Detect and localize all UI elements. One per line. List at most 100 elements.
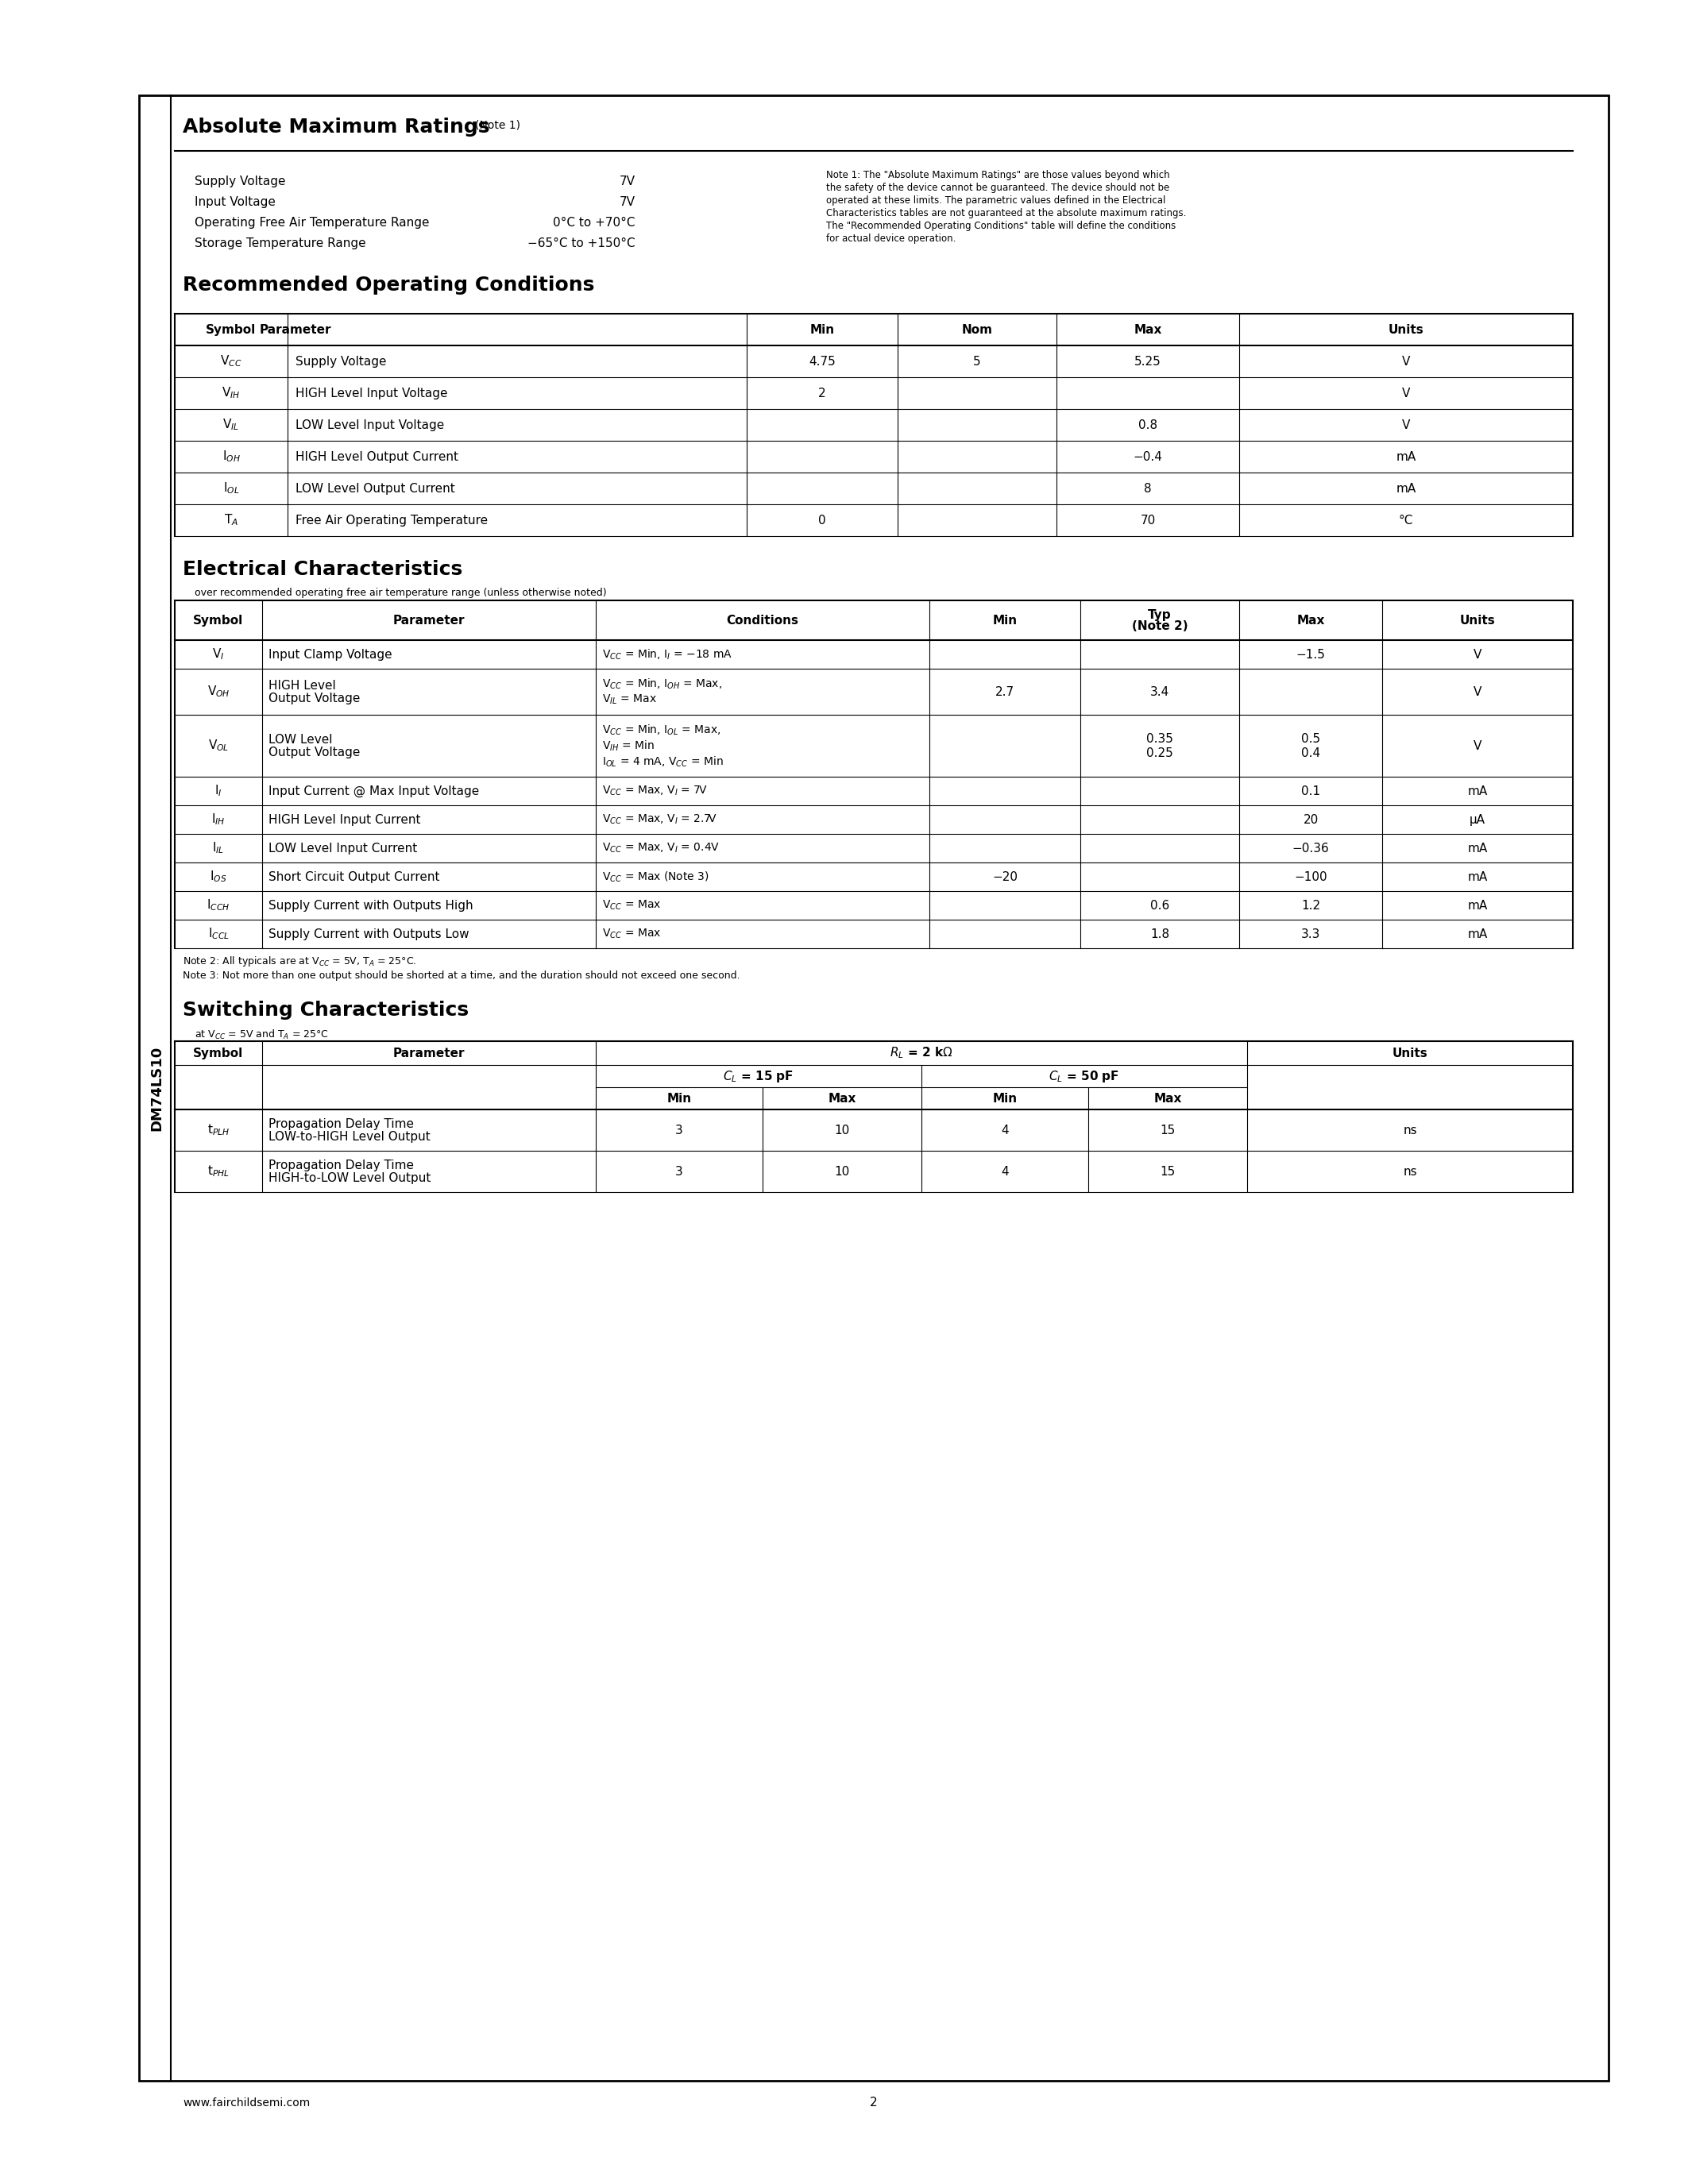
Text: 3: 3 bbox=[675, 1125, 684, 1136]
Text: −1.5: −1.5 bbox=[1296, 649, 1325, 660]
Text: Propagation Delay Time: Propagation Delay Time bbox=[268, 1160, 414, 1171]
Text: t$_{PHL}$: t$_{PHL}$ bbox=[208, 1164, 230, 1179]
Text: Min: Min bbox=[667, 1092, 692, 1105]
Text: Conditions: Conditions bbox=[726, 614, 798, 627]
Text: DM74LS10: DM74LS10 bbox=[149, 1046, 164, 1131]
Text: 4: 4 bbox=[1001, 1166, 1009, 1177]
Text: −100: −100 bbox=[1295, 871, 1327, 882]
Text: V$_{IH}$ = Min: V$_{IH}$ = Min bbox=[603, 738, 655, 753]
Text: Min: Min bbox=[993, 1092, 1018, 1105]
Text: Free Air Operating Temperature: Free Air Operating Temperature bbox=[295, 513, 488, 526]
Text: V: V bbox=[1474, 649, 1482, 660]
Text: over recommended operating free air temperature range (unless otherwise noted): over recommended operating free air temp… bbox=[194, 587, 606, 598]
Text: mA: mA bbox=[1467, 900, 1487, 911]
Text: 2: 2 bbox=[819, 387, 825, 400]
Text: Recommended Operating Conditions: Recommended Operating Conditions bbox=[182, 275, 594, 295]
Text: I$_{CCL}$: I$_{CCL}$ bbox=[208, 926, 230, 941]
Text: V: V bbox=[1474, 686, 1482, 697]
Text: V: V bbox=[1401, 356, 1409, 367]
Text: V: V bbox=[1474, 740, 1482, 751]
Text: Units: Units bbox=[1388, 323, 1423, 336]
Text: Note 2: All typicals are at V$_{CC}$ = 5V, T$_{A}$ = 25°C.: Note 2: All typicals are at V$_{CC}$ = 5… bbox=[182, 954, 417, 968]
Text: LOW Level Input Current: LOW Level Input Current bbox=[268, 843, 417, 854]
Text: I$_{OL}$: I$_{OL}$ bbox=[223, 480, 240, 496]
Text: Operating Free Air Temperature Range: Operating Free Air Temperature Range bbox=[194, 216, 429, 229]
Text: LOW Level Output Current: LOW Level Output Current bbox=[295, 483, 456, 494]
Text: 2.7: 2.7 bbox=[996, 686, 1014, 697]
Text: I$_{OL}$ = 4 mA, V$_{CC}$ = Min: I$_{OL}$ = 4 mA, V$_{CC}$ = Min bbox=[603, 756, 724, 769]
Text: 0°C to +70°C: 0°C to +70°C bbox=[554, 216, 635, 229]
Text: Symbol: Symbol bbox=[194, 1046, 243, 1059]
Text: Output Voltage: Output Voltage bbox=[268, 747, 360, 758]
Text: 5.25: 5.25 bbox=[1134, 356, 1161, 367]
Text: Note 3: Not more than one output should be shorted at a time, and the duration s: Note 3: Not more than one output should … bbox=[182, 970, 739, 981]
Text: 7V: 7V bbox=[619, 175, 635, 188]
Text: V$_{CC}$ = Max, V$_{I}$ = 2.7V: V$_{CC}$ = Max, V$_{I}$ = 2.7V bbox=[603, 812, 717, 826]
Text: V$_{CC}$ = Min, I$_{OL}$ = Max,: V$_{CC}$ = Min, I$_{OL}$ = Max, bbox=[603, 723, 721, 736]
Text: Max: Max bbox=[1296, 614, 1325, 627]
Text: Electrical Characteristics: Electrical Characteristics bbox=[182, 559, 463, 579]
Text: V$_{I}$: V$_{I}$ bbox=[213, 646, 225, 662]
Text: I$_{IH}$: I$_{IH}$ bbox=[211, 812, 226, 828]
Text: Supply Voltage: Supply Voltage bbox=[194, 175, 285, 188]
Text: for actual device operation.: for actual device operation. bbox=[825, 234, 955, 245]
Text: Note 1: The "Absolute Maximum Ratings" are those values beyond which: Note 1: The "Absolute Maximum Ratings" a… bbox=[825, 170, 1170, 181]
Text: Short Circuit Output Current: Short Circuit Output Current bbox=[268, 871, 439, 882]
Text: 3.4: 3.4 bbox=[1150, 686, 1170, 697]
Text: Supply Voltage: Supply Voltage bbox=[295, 356, 387, 367]
Text: V$_{CC}$ = Max: V$_{CC}$ = Max bbox=[603, 900, 662, 913]
Text: HIGH Level Input Voltage: HIGH Level Input Voltage bbox=[295, 387, 447, 400]
Text: V$_{IL}$: V$_{IL}$ bbox=[223, 417, 240, 432]
Text: 1.2: 1.2 bbox=[1301, 900, 1320, 911]
Text: mA: mA bbox=[1396, 450, 1416, 463]
Text: ns: ns bbox=[1403, 1125, 1416, 1136]
Text: Parameter: Parameter bbox=[260, 323, 331, 336]
Text: LOW Level: LOW Level bbox=[268, 734, 333, 745]
Text: Min: Min bbox=[810, 323, 834, 336]
Text: Characteristics tables are not guaranteed at the absolute maximum ratings.: Characteristics tables are not guarantee… bbox=[825, 207, 1187, 218]
Text: mA: mA bbox=[1467, 928, 1487, 939]
Text: Supply Current with Outputs Low: Supply Current with Outputs Low bbox=[268, 928, 469, 939]
Text: −0.36: −0.36 bbox=[1291, 843, 1328, 854]
Text: mA: mA bbox=[1396, 483, 1416, 494]
Text: μA: μA bbox=[1470, 815, 1485, 826]
Text: HIGH Level Output Current: HIGH Level Output Current bbox=[295, 450, 459, 463]
Text: mA: mA bbox=[1467, 843, 1487, 854]
Text: Output Voltage: Output Voltage bbox=[268, 692, 360, 703]
Text: V$_{OH}$: V$_{OH}$ bbox=[208, 684, 230, 699]
Text: I$_{OH}$: I$_{OH}$ bbox=[223, 450, 240, 463]
Text: V$_{CC}$ = Min, I$_{I}$ = −18 mA: V$_{CC}$ = Min, I$_{I}$ = −18 mA bbox=[603, 646, 733, 662]
Text: 5: 5 bbox=[974, 356, 981, 367]
Text: 0: 0 bbox=[819, 513, 825, 526]
Text: V$_{CC}$ = Max, V$_{I}$ = 7V: V$_{CC}$ = Max, V$_{I}$ = 7V bbox=[603, 784, 707, 797]
Text: 0.8: 0.8 bbox=[1138, 419, 1158, 430]
Text: Parameter: Parameter bbox=[393, 614, 464, 627]
Text: V$_{CC}$ = Max, V$_{I}$ = 0.4V: V$_{CC}$ = Max, V$_{I}$ = 0.4V bbox=[603, 841, 721, 854]
Text: T$_{A}$: T$_{A}$ bbox=[225, 513, 238, 529]
Text: Propagation Delay Time: Propagation Delay Time bbox=[268, 1118, 414, 1129]
Text: Min: Min bbox=[993, 614, 1018, 627]
Text: V$_{CC}$: V$_{CC}$ bbox=[219, 354, 241, 369]
Text: Units: Units bbox=[1393, 1046, 1428, 1059]
Text: LOW-to-HIGH Level Output: LOW-to-HIGH Level Output bbox=[268, 1131, 430, 1142]
Text: (Note 2): (Note 2) bbox=[1131, 620, 1188, 631]
Text: Input Voltage: Input Voltage bbox=[194, 197, 275, 207]
Text: Symbol: Symbol bbox=[194, 614, 243, 627]
Text: 3: 3 bbox=[675, 1166, 684, 1177]
Text: I$_{I}$: I$_{I}$ bbox=[214, 784, 223, 799]
Text: the safety of the device cannot be guaranteed. The device should not be: the safety of the device cannot be guara… bbox=[825, 183, 1170, 192]
Text: Supply Current with Outputs High: Supply Current with Outputs High bbox=[268, 900, 473, 911]
Text: HIGH Level Input Current: HIGH Level Input Current bbox=[268, 815, 420, 826]
Text: LOW Level Input Voltage: LOW Level Input Voltage bbox=[295, 419, 444, 430]
Text: $C_L$ = 15 pF: $C_L$ = 15 pF bbox=[722, 1068, 793, 1083]
Text: −65°C to +150°C: −65°C to +150°C bbox=[528, 238, 635, 249]
Text: $R_L$ = 2 k$\Omega$: $R_L$ = 2 k$\Omega$ bbox=[890, 1046, 954, 1061]
Text: 0.5: 0.5 bbox=[1301, 732, 1320, 745]
Text: V$_{OL}$: V$_{OL}$ bbox=[208, 738, 230, 753]
Text: Max: Max bbox=[827, 1092, 856, 1105]
Text: 0.6: 0.6 bbox=[1150, 900, 1170, 911]
Text: I$_{CCH}$: I$_{CCH}$ bbox=[208, 898, 230, 913]
Text: V$_{CC}$ = Max: V$_{CC}$ = Max bbox=[603, 928, 662, 941]
Text: V$_{IH}$: V$_{IH}$ bbox=[221, 387, 240, 400]
Text: $C_L$ = 50 pF: $C_L$ = 50 pF bbox=[1048, 1068, 1119, 1083]
